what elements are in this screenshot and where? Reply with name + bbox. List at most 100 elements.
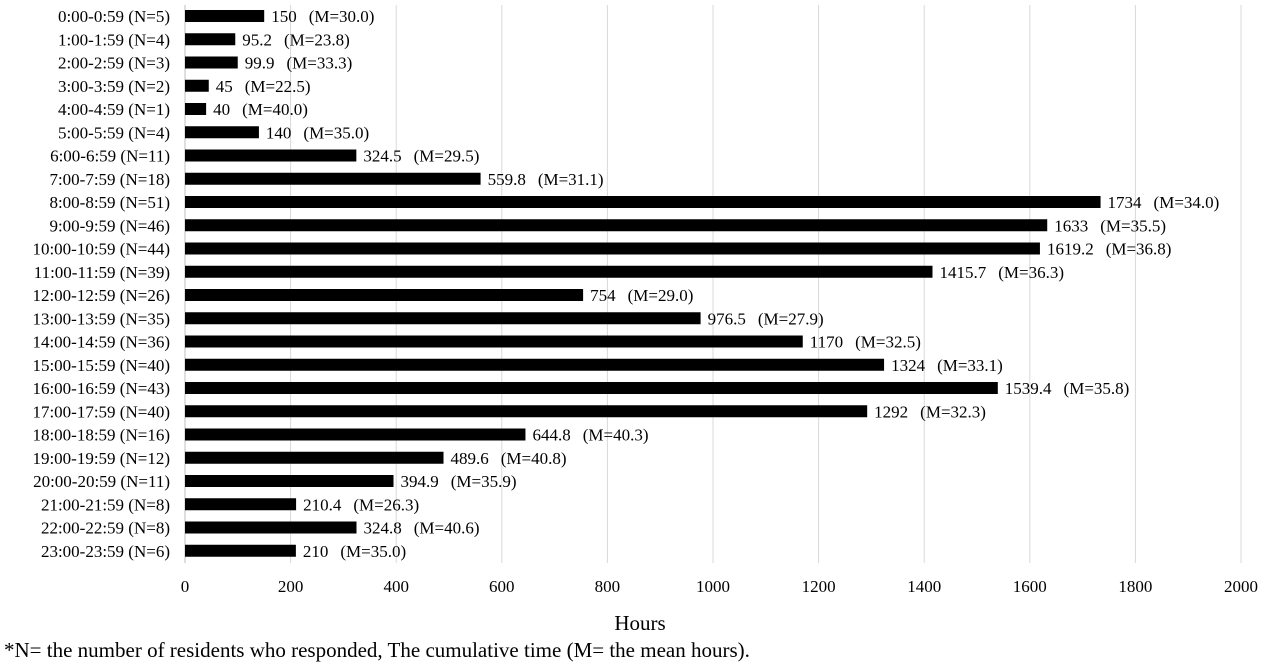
category-label: 17:00-17:59 (N=40) [32, 402, 170, 421]
category-label: 12:00-12:59 (N=26) [32, 286, 170, 305]
value-label: 1619.2 [1047, 240, 1094, 259]
x-tick-label: 1000 [696, 577, 730, 596]
labels: 0 200 400 600 800 1000 1200 1400 1600 1800 2000 0:0… [32, 7, 1258, 596]
category-label: 2:00-2:59 (N=3) [58, 54, 170, 73]
mean-label: (M=35.0) [340, 542, 406, 561]
category-label: 4:00-4:59 (N=1) [58, 100, 170, 119]
bar-21 [185, 498, 297, 511]
x-axis-title: Hours [614, 611, 665, 635]
bar-16 [185, 382, 998, 394]
mean-label: (M=29.0) [628, 286, 694, 305]
bar-1 [185, 33, 236, 46]
bar-3 [185, 79, 209, 92]
bar-22 [185, 521, 357, 534]
category-label: 20:00-20:59 (N=11) [33, 472, 170, 491]
bar-9 [185, 219, 1048, 232]
mean-label: (M=40.0) [242, 100, 308, 119]
value-label: 140 [266, 123, 292, 142]
x-tick-label: 1800 [1118, 577, 1152, 596]
category-label: 5:00-5:59 (N=4) [58, 123, 170, 142]
x-tick-label: 200 [278, 577, 304, 596]
mean-label: (M=29.5) [414, 147, 480, 166]
value-label: 1734 [1108, 193, 1143, 212]
category-label: 7:00-7:59 (N=18) [49, 170, 170, 189]
bar-13 [185, 312, 701, 325]
category-label: 8:00-8:59 (N=51) [49, 193, 170, 212]
x-tick-label: 1400 [907, 577, 941, 596]
bars [185, 10, 1101, 557]
mean-label: (M=35.0) [303, 123, 369, 142]
x-tick-label: 1200 [802, 577, 836, 596]
x-tick-label: 800 [595, 577, 621, 596]
mean-label: (M=36.3) [998, 263, 1064, 282]
mean-label: (M=35.8) [1064, 379, 1130, 398]
mean-label: (M=35.5) [1100, 216, 1166, 235]
bar-15 [185, 358, 885, 371]
category-label: 14:00-14:59 (N=36) [32, 333, 170, 352]
x-tick-label: 0 [181, 577, 190, 596]
mean-label: (M=23.8) [284, 30, 350, 49]
bar-8 [185, 196, 1101, 208]
bar-12 [185, 289, 584, 301]
footnote: *N= the number of residents who responde… [4, 638, 750, 662]
mean-label: (M=30.0) [309, 7, 375, 26]
mean-label: (M=40.8) [501, 449, 567, 468]
bar-0 [185, 10, 265, 22]
value-label: 644.8 [532, 426, 570, 445]
x-tick-label: 1600 [1013, 577, 1047, 596]
value-label: 1324 [891, 356, 926, 375]
mean-label: (M=32.5) [855, 333, 921, 352]
value-label: 99.9 [245, 54, 275, 73]
category-label: 21:00-21:59 (N=8) [41, 495, 170, 514]
x-tick-label: 600 [489, 577, 515, 596]
mean-label: (M=35.9) [451, 472, 517, 491]
mean-label: (M=26.3) [353, 495, 419, 514]
value-label: 394.9 [401, 472, 439, 491]
category-label: 1:00-1:59 (N=4) [58, 30, 170, 49]
x-tick-label: 400 [383, 577, 409, 596]
value-label: 40 [213, 100, 230, 119]
category-label: 10:00-10:59 (N=44) [32, 240, 170, 259]
value-label: 1415.7 [939, 263, 986, 282]
category-label: 19:00-19:59 (N=12) [32, 449, 170, 468]
bar-11 [185, 265, 933, 278]
value-label: 1633 [1054, 216, 1088, 235]
category-label: 23:00-23:59 (N=6) [41, 542, 170, 561]
value-label: 489.6 [451, 449, 489, 468]
mean-label: (M=31.1) [538, 170, 604, 189]
mean-label: (M=40.6) [414, 519, 480, 538]
mean-label: (M=40.3) [583, 426, 649, 445]
value-label: 1170 [810, 333, 843, 352]
mean-label: (M=27.9) [758, 309, 824, 328]
value-label: 324.8 [363, 519, 401, 538]
value-label: 1292 [874, 402, 908, 421]
category-label: 16:00-16:59 (N=43) [32, 379, 170, 398]
mean-label: (M=22.5) [245, 77, 311, 96]
bar-2 [185, 56, 238, 69]
value-label: 210.4 [303, 495, 342, 514]
value-label: 976.5 [708, 309, 746, 328]
bar-17 [185, 405, 868, 418]
mean-label: (M=33.1) [937, 356, 1003, 375]
mean-label: (M=34.0) [1154, 193, 1220, 212]
bar-7 [185, 172, 481, 185]
bar-20 [185, 475, 394, 487]
category-label: 6:00-6:59 (N=11) [50, 147, 170, 166]
bar-6 [185, 149, 357, 162]
value-label: 1539.4 [1005, 379, 1052, 398]
bar-5 [185, 126, 259, 139]
gridlines [184, 5, 1242, 563]
x-tick-label: 2000 [1224, 577, 1258, 596]
bar-14 [185, 335, 803, 348]
value-label: 95.2 [242, 30, 272, 49]
category-label: 11:00-11:59 (N=39) [34, 263, 170, 282]
mean-label: (M=33.3) [286, 54, 352, 73]
category-label: 0:00-0:59 (N=5) [58, 7, 170, 26]
bar-4 [185, 103, 207, 115]
mean-label: (M=36.8) [1106, 240, 1172, 259]
category-label: 22:00-22:59 (N=8) [41, 519, 170, 538]
bar-18 [185, 428, 526, 441]
value-label: 210 [303, 542, 329, 561]
value-label: 150 [271, 7, 297, 26]
